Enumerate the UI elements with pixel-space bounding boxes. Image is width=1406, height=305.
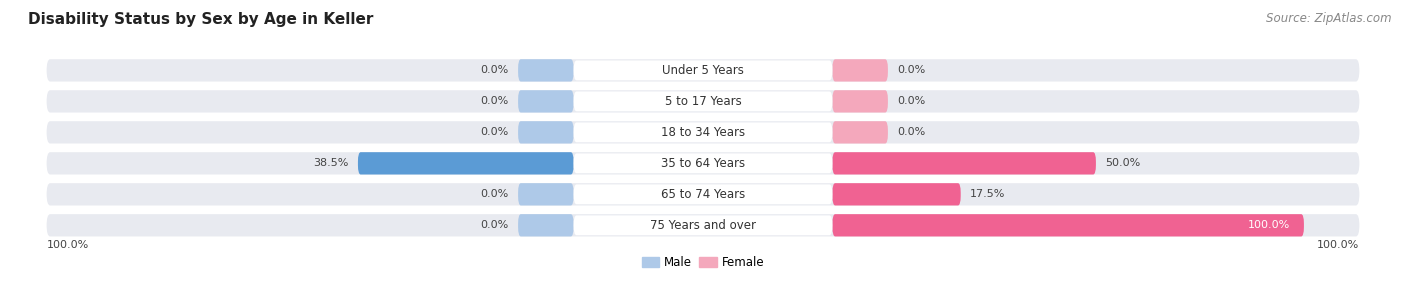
FancyBboxPatch shape (517, 121, 574, 144)
Text: 100.0%: 100.0% (1247, 220, 1291, 230)
Text: 50.0%: 50.0% (1105, 158, 1140, 168)
FancyBboxPatch shape (517, 183, 574, 206)
Text: 0.0%: 0.0% (481, 220, 509, 230)
FancyBboxPatch shape (46, 152, 1360, 174)
FancyBboxPatch shape (46, 59, 1360, 81)
Text: 0.0%: 0.0% (481, 65, 509, 75)
Text: 17.5%: 17.5% (970, 189, 1005, 199)
Text: Disability Status by Sex by Age in Keller: Disability Status by Sex by Age in Kelle… (28, 12, 374, 27)
FancyBboxPatch shape (832, 90, 889, 113)
FancyBboxPatch shape (46, 90, 1360, 113)
FancyBboxPatch shape (574, 92, 832, 111)
FancyBboxPatch shape (832, 121, 889, 144)
FancyBboxPatch shape (832, 59, 889, 81)
Text: 0.0%: 0.0% (897, 65, 925, 75)
FancyBboxPatch shape (359, 152, 574, 174)
Text: Source: ZipAtlas.com: Source: ZipAtlas.com (1267, 12, 1392, 25)
Text: 100.0%: 100.0% (1317, 240, 1360, 250)
FancyBboxPatch shape (517, 59, 574, 81)
FancyBboxPatch shape (46, 183, 1360, 206)
FancyBboxPatch shape (46, 214, 1360, 236)
FancyBboxPatch shape (517, 214, 574, 236)
Text: 38.5%: 38.5% (314, 158, 349, 168)
Text: 100.0%: 100.0% (46, 240, 89, 250)
Text: 0.0%: 0.0% (481, 127, 509, 137)
Text: 0.0%: 0.0% (481, 189, 509, 199)
FancyBboxPatch shape (832, 214, 1303, 236)
FancyBboxPatch shape (574, 122, 832, 142)
FancyBboxPatch shape (574, 215, 832, 235)
FancyBboxPatch shape (574, 153, 832, 173)
Text: Under 5 Years: Under 5 Years (662, 64, 744, 77)
FancyBboxPatch shape (574, 185, 832, 204)
FancyBboxPatch shape (517, 90, 574, 113)
Text: 5 to 17 Years: 5 to 17 Years (665, 95, 741, 108)
Text: 35 to 64 Years: 35 to 64 Years (661, 157, 745, 170)
FancyBboxPatch shape (574, 60, 832, 80)
FancyBboxPatch shape (832, 183, 960, 206)
FancyBboxPatch shape (46, 121, 1360, 144)
Text: 0.0%: 0.0% (897, 96, 925, 106)
FancyBboxPatch shape (832, 152, 1095, 174)
Text: 75 Years and over: 75 Years and over (650, 219, 756, 232)
Text: 65 to 74 Years: 65 to 74 Years (661, 188, 745, 201)
Text: 18 to 34 Years: 18 to 34 Years (661, 126, 745, 139)
Legend: Male, Female: Male, Female (637, 251, 769, 274)
Text: 0.0%: 0.0% (481, 96, 509, 106)
Text: 0.0%: 0.0% (897, 127, 925, 137)
